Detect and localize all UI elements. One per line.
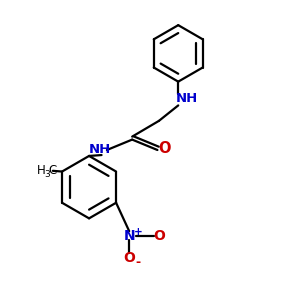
- Text: O: O: [159, 141, 171, 156]
- Text: NH: NH: [88, 142, 111, 156]
- Text: 3: 3: [44, 170, 50, 179]
- Text: O: O: [154, 229, 165, 243]
- Text: -: -: [136, 256, 141, 269]
- Text: H: H: [37, 164, 45, 177]
- Text: +: +: [134, 227, 142, 237]
- Text: N: N: [123, 229, 135, 243]
- Text: C: C: [48, 164, 56, 177]
- Text: NH: NH: [176, 92, 198, 105]
- Text: O: O: [123, 251, 135, 266]
